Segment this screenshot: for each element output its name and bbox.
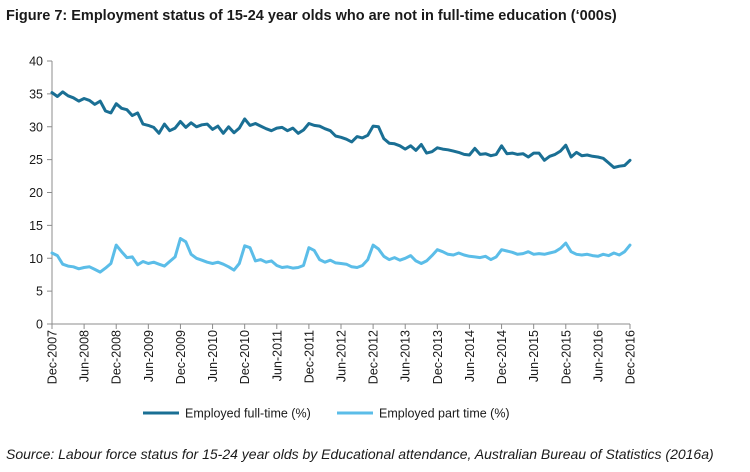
y-tick-label: 25 (29, 153, 43, 167)
x-axis-ticks: Dec-2007 Jun-2008 Dec-2008 Jun-2009 Dec-2009… (46, 324, 638, 384)
figure-title: Figure 7: Employment status of 15-24 yea… (6, 8, 617, 24)
y-tick-label: 15 (29, 219, 43, 233)
x-tick-label: Dec-2013 (431, 330, 445, 384)
x-tick-label: Dec-2007 (46, 330, 60, 384)
x-tick-label: Jun-2015 (527, 330, 541, 382)
x-tick-label: Jun-2008 (78, 330, 92, 382)
x-tick-label: Dec-2010 (238, 330, 252, 384)
x-tick-label: Jun-2009 (142, 330, 156, 382)
x-tick-label: Dec-2009 (174, 330, 188, 384)
series-line-part-time (50, 237, 632, 274)
chart-legend: Employed full-time (%) Employed part time… (143, 407, 510, 421)
y-axis-ticks: 0 5 10 15 20 25 30 35 40 (29, 55, 52, 332)
x-tick-label: Dec-2008 (110, 330, 124, 384)
x-tick-label: Jun-2013 (399, 330, 413, 382)
series-line-full-time (50, 90, 632, 169)
x-tick-label: Dec-2015 (559, 330, 573, 384)
chart-axes (51, 61, 630, 325)
x-tick-label: Jun-2014 (463, 330, 477, 382)
x-tick-label: Dec-2014 (495, 330, 509, 384)
legend-label-full-time: Employed full-time (%) (185, 407, 311, 421)
x-tick-label: Dec-2011 (302, 330, 316, 383)
y-tick-label: 10 (29, 252, 43, 266)
y-tick-label: 30 (29, 120, 43, 134)
y-tick-label: 0 (36, 318, 43, 332)
y-tick-label: 5 (36, 285, 43, 299)
y-tick-label: 20 (29, 186, 43, 200)
legend-label-part-time: Employed part time (%) (379, 407, 510, 421)
x-tick-label: Jun-2010 (206, 330, 220, 382)
x-tick-label: Jun-2011 (270, 330, 284, 381)
y-tick-label: 40 (29, 55, 43, 69)
x-tick-label: Dec-2012 (367, 330, 381, 384)
series-lines (50, 90, 632, 274)
y-tick-label: 35 (29, 87, 43, 101)
x-tick-label: Jun-2012 (335, 330, 349, 382)
x-tick-label: Jun-2016 (591, 330, 605, 382)
source-note: Source: Labour force status for 15-24 ye… (6, 446, 714, 462)
x-tick-label: Dec-2016 (624, 330, 638, 384)
